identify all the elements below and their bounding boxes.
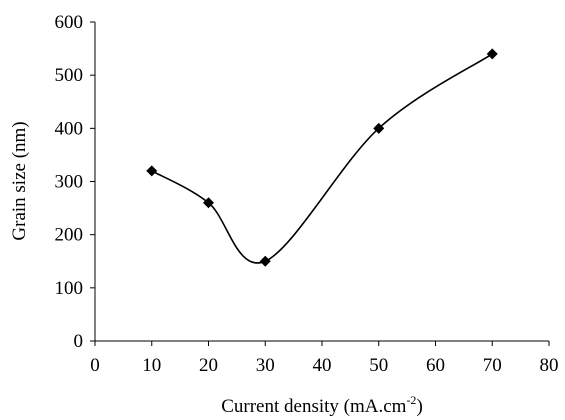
data-point-marker xyxy=(146,165,158,177)
x-tick-label: 50 xyxy=(369,355,388,376)
x-tick-label: 40 xyxy=(313,355,332,376)
x-tick-label: 0 xyxy=(90,355,100,376)
x-tick-label: 30 xyxy=(256,355,275,376)
data-point-marker xyxy=(259,255,271,267)
data-point-marker xyxy=(373,122,385,134)
x-ticks: 0 10 20 30 40 50 60 70 80 xyxy=(90,341,559,376)
x-axis-title-superscript: -2 xyxy=(406,393,416,407)
y-tick-label: 100 xyxy=(55,278,84,299)
series-markers xyxy=(146,48,498,267)
y-tick-label: 400 xyxy=(55,118,84,139)
y-tick-label: 300 xyxy=(55,172,84,193)
x-axis-title-main: Current density (mA.cm xyxy=(221,396,406,417)
y-axis-title: Grain size (nm) xyxy=(9,121,30,240)
x-tick-label: 10 xyxy=(142,355,161,376)
x-tick-label: 60 xyxy=(426,355,445,376)
data-point-marker xyxy=(203,197,214,209)
series-line xyxy=(151,53,493,264)
x-axis-title-suffix: ) xyxy=(416,396,422,417)
y-tick-label: 500 xyxy=(55,65,84,86)
plot-area: 0 100 200 300 400 500 600 0 10 20 30 40 50 60 70 80 xyxy=(55,12,559,376)
x-tick-label: 80 xyxy=(540,355,559,376)
x-tick-label: 70 xyxy=(483,355,502,376)
y-tick-label: 200 xyxy=(55,225,84,246)
x-axis-title: Current density (mA.cm-2) xyxy=(221,393,423,417)
x-tick-label: 20 xyxy=(199,355,218,376)
y-tick-label: 0 xyxy=(74,331,84,352)
y-tick-label: 600 xyxy=(55,12,84,33)
y-ticks: 0 100 200 300 400 500 600 xyxy=(55,12,95,352)
data-point-marker xyxy=(486,48,498,60)
